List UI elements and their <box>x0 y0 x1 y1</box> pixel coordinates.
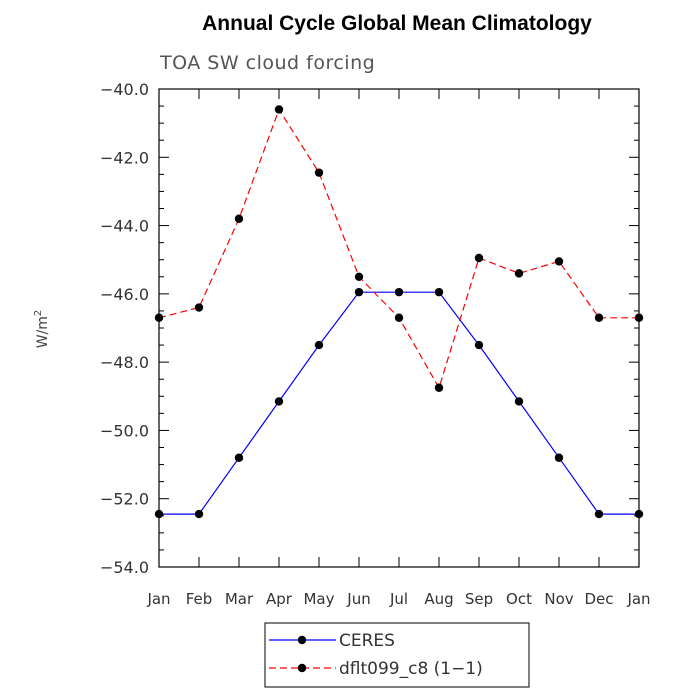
y-tick-label: −52.0 <box>100 490 149 509</box>
x-tick-label: Aug <box>424 590 453 608</box>
data-point-s1-4 <box>314 168 324 177</box>
data-point-s1-3 <box>274 105 284 114</box>
y-tick-label: −54.0 <box>100 558 149 577</box>
y-tick-labels: −54.0 −52.0 −50.0 −48.0 −46.0 −44.0 −42.0 −40.0 <box>100 80 149 577</box>
y-tick-label: −50.0 <box>100 421 149 440</box>
series-line-0 <box>159 291 639 515</box>
data-point-s1-6 <box>394 313 404 322</box>
x-tick-label: Jun <box>346 590 370 608</box>
x-tick-label: Apr <box>266 590 293 608</box>
data-point-s1-11 <box>594 313 604 322</box>
data-point-s1-10 <box>554 257 564 266</box>
data-point-s0-8 <box>474 340 484 350</box>
y-tick-label: −42.0 <box>100 148 149 167</box>
legend-marker-0 <box>297 635 307 645</box>
data-point-s1-0 <box>154 313 164 322</box>
legend-items: CERES dflt099_c8 (1−1) <box>269 631 483 679</box>
legend-label-1: dflt099_c8 (1−1) <box>339 659 483 679</box>
data-point-s1-7 <box>434 383 444 392</box>
data-point-s0-11 <box>594 509 604 519</box>
y-tick-label: −40.0 <box>100 80 149 99</box>
data-point-s0-3 <box>274 397 284 406</box>
x-tick-label: Mar <box>225 590 254 608</box>
data-point-s1-9 <box>514 269 524 278</box>
legend-box <box>264 622 530 688</box>
data-point-s0-6 <box>394 287 404 297</box>
y-tick-label: −46.0 <box>100 285 149 304</box>
legend-marker-1 <box>297 663 307 673</box>
legend-label-0: CERES <box>339 631 395 651</box>
x-tick-label: Oct <box>506 590 532 608</box>
data-point-s0-0 <box>154 509 164 519</box>
x-tick-label: Jan <box>626 590 650 608</box>
x-tick-label: Jan <box>146 590 170 608</box>
data-point-s0-1 <box>194 509 204 519</box>
x-tick-label: Jul <box>389 590 408 608</box>
x-tick-label: Nov <box>544 590 573 608</box>
plot-frame <box>158 88 640 568</box>
data-point-s1-12 <box>634 313 644 322</box>
series-line-1 <box>158 108 639 390</box>
series-lines <box>158 108 639 515</box>
data-point-s0-2 <box>234 453 244 462</box>
data-point-s1-1 <box>194 303 204 312</box>
data-point-s0-4 <box>314 340 324 350</box>
plot-area <box>154 88 644 568</box>
data-point-s1-8 <box>474 253 484 263</box>
axis-ticks <box>158 88 640 568</box>
data-point-s0-12 <box>634 509 644 519</box>
chart-title: Annual Cycle Global Mean Climatology <box>202 12 592 35</box>
x-tick-label: Sep <box>465 590 493 608</box>
x-tick-label: May <box>303 590 334 608</box>
y-tick-label: −44.0 <box>100 217 149 236</box>
data-point-s1-2 <box>234 214 244 223</box>
x-tick-label: Feb <box>186 590 213 608</box>
data-point-s1-5 <box>354 272 364 281</box>
data-point-s0-7 <box>434 287 444 297</box>
data-point-s0-5 <box>354 287 364 297</box>
chart-subtitle: TOA SW cloud forcing <box>159 52 375 74</box>
y-axis-label: W/m2 <box>33 310 51 349</box>
data-point-s0-9 <box>514 397 524 406</box>
x-tick-label: Dec <box>584 590 613 608</box>
data-point-s0-10 <box>554 453 564 462</box>
x-tick-labels: Jan Feb Mar Apr May Jun Jul Aug Sep Oct Nov Dec Jan <box>146 590 650 608</box>
legend: CERES dflt099_c8 (1−1) <box>264 622 530 688</box>
series-markers <box>154 105 644 519</box>
y-tick-label: −48.0 <box>100 353 149 372</box>
